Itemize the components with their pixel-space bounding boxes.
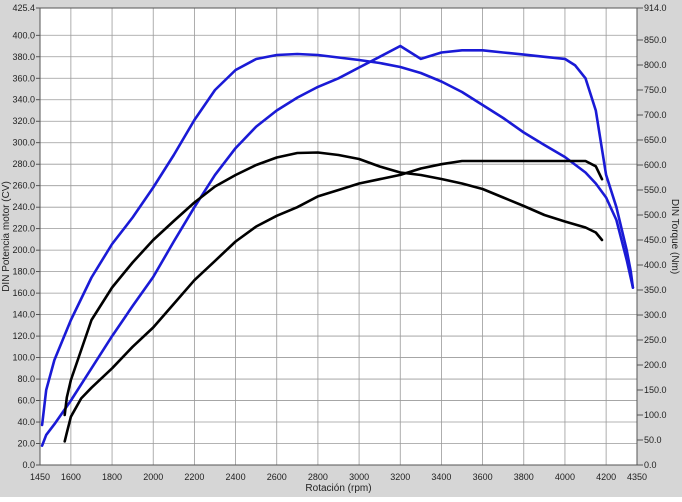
y-tick-label: 60.0 — [17, 396, 35, 406]
y2-tick-label: 550.0 — [644, 185, 667, 195]
plot-frame — [39, 7, 638, 466]
y2-tick-label: 800.0 — [644, 60, 667, 70]
y-tick-label: 260.0 — [12, 181, 35, 191]
series-line-3 — [63, 151, 604, 417]
y-tick-label: 80.0 — [17, 374, 35, 384]
x-tick-label: 2400 — [226, 472, 246, 482]
y2-tick-label: 600.0 — [644, 160, 667, 170]
y2-tick-label: 100.0 — [644, 410, 667, 420]
y-tick-label: 240.0 — [12, 202, 35, 212]
y2-tick-label: 350.0 — [644, 285, 667, 295]
y-tick-label: 120.0 — [12, 331, 35, 341]
y2-tick-label: 500.0 — [644, 210, 667, 220]
x-tick-label: 3600 — [473, 472, 493, 482]
x-tick-label: 1450 — [30, 472, 50, 482]
y2-tick-label: 0.0 — [644, 460, 657, 470]
x-tick-label: 3800 — [514, 472, 534, 482]
y-tick-label: 180.0 — [12, 267, 35, 277]
x-tick-label: 3400 — [431, 472, 451, 482]
y2-tick-label: 300.0 — [644, 310, 667, 320]
y-tick-label: 320.0 — [12, 116, 35, 126]
y-tick-label: 380.0 — [12, 52, 35, 62]
plot-area — [40, 8, 637, 465]
y2-tick-label: 50.0 — [644, 435, 662, 445]
x-tick-label: 3200 — [390, 472, 410, 482]
y2-tick-label: 750.0 — [644, 85, 667, 95]
x-tick-label: 2000 — [143, 472, 163, 482]
y-tick-label: 300.0 — [12, 138, 35, 148]
y2-tick-label: 200.0 — [644, 360, 667, 370]
y-tick-label: 280.0 — [12, 159, 35, 169]
y2-tick-label: 400.0 — [644, 260, 667, 270]
y2-tick-label: 450.0 — [644, 235, 667, 245]
y-tick-label: 20.0 — [17, 439, 35, 449]
y-tick-label: 425.4 — [12, 3, 35, 13]
y-tick-label: 220.0 — [12, 224, 35, 234]
y2-axis-label: DIN Torque (Nm) — [669, 199, 680, 274]
y-tick-label: 200.0 — [12, 245, 35, 255]
y-tick-label: 360.0 — [12, 73, 35, 83]
y-tick-label: 40.0 — [17, 417, 35, 427]
y2-tick-label: 850.0 — [644, 35, 667, 45]
x-tick-label: 2600 — [267, 472, 287, 482]
y-axis-label: DIN Potencia motor (CV) — [1, 181, 12, 292]
series-line-2 — [40, 44, 635, 448]
x-axis-label: Rotación (rpm) — [305, 483, 371, 494]
series-line-4 — [63, 159, 604, 443]
x-tick-label: 1600 — [61, 472, 81, 482]
x-tick-label: 1800 — [102, 472, 122, 482]
x-tick-label: 4350 — [627, 472, 647, 482]
y-tick-label: 0.0 — [22, 460, 35, 470]
x-tick-label: 4000 — [555, 472, 575, 482]
y-tick-label: 100.0 — [12, 353, 35, 363]
y2-tick-label: 700.0 — [644, 110, 667, 120]
y-tick-label: 400.0 — [12, 30, 35, 40]
y-tick-label: 140.0 — [12, 310, 35, 320]
y2-tick-label: 650.0 — [644, 135, 667, 145]
x-tick-label: 2800 — [308, 472, 328, 482]
y-tick-label: 340.0 — [12, 95, 35, 105]
y2-tick-label: 150.0 — [644, 385, 667, 395]
x-tick-label: 2200 — [184, 472, 204, 482]
x-tick-label: 3000 — [349, 472, 369, 482]
y2-tick-label: 250.0 — [644, 335, 667, 345]
x-tick-label: 4200 — [596, 472, 616, 482]
series-line-1 — [40, 52, 635, 427]
y-tick-label: 160.0 — [12, 288, 35, 298]
y2-tick-label: 914.0 — [644, 3, 667, 13]
